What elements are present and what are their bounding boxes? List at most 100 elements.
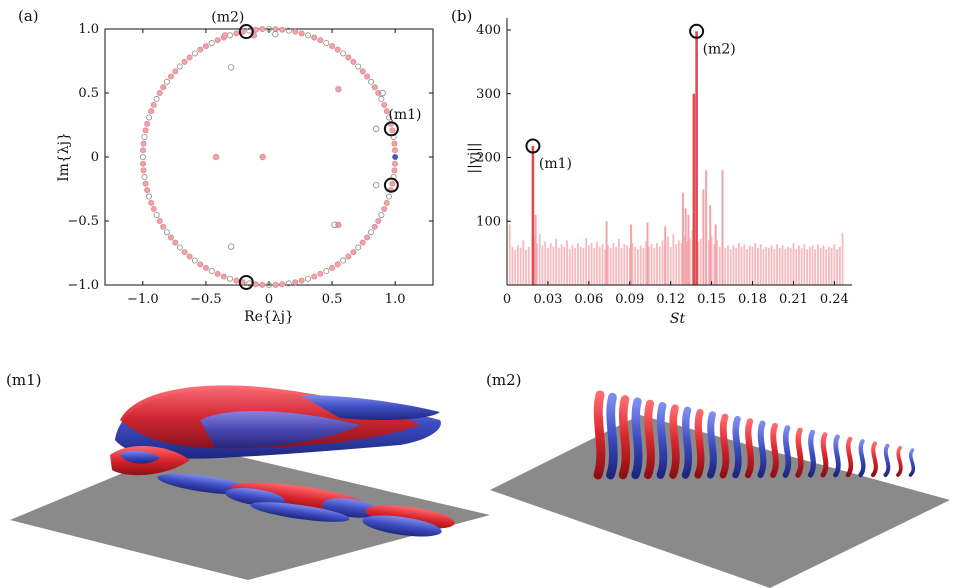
panel-label-b: (b) — [451, 7, 472, 25]
spectrum-bar — [522, 240, 525, 285]
eigenvalue-point — [272, 281, 279, 288]
spectrum-bar — [778, 248, 781, 285]
eigenvalue-point — [214, 270, 221, 277]
eigenvalue-point — [167, 73, 174, 80]
eigenvalue-point — [272, 26, 279, 33]
eigenvalue-point — [148, 108, 155, 115]
eigenvalue-point — [163, 78, 170, 85]
m2-ground-plane — [490, 415, 950, 588]
spectrum-bar — [714, 224, 717, 285]
m2-vortex-streak — [681, 406, 693, 479]
plot-b-bars: (m1) (m2) — [508, 23, 844, 286]
spectrum-bar — [784, 249, 787, 285]
eigenvalue-point — [140, 160, 147, 167]
eigenvalue-point — [140, 167, 147, 174]
spectrum-bar — [781, 245, 784, 285]
spectrum-bar — [577, 242, 579, 285]
m2-vortex-streak — [858, 439, 866, 478]
spectrum-bar — [647, 246, 650, 285]
eigenvalue-point — [202, 264, 209, 271]
spectrum-bar — [620, 248, 623, 285]
spectrum-bar — [538, 234, 541, 285]
spectrum-bar — [656, 242, 658, 285]
spectrum-bar — [536, 243, 538, 285]
eigenvalue-point — [252, 281, 259, 288]
spectrum-bar — [707, 240, 710, 285]
eigenvalue-point — [345, 54, 352, 61]
eigenvalue-point — [146, 193, 153, 200]
eigenvalue-point-open — [379, 89, 386, 97]
spectrum-bar — [623, 244, 626, 285]
eigenvalue-point — [334, 46, 341, 53]
eigenvalue-point — [259, 26, 266, 33]
spectrum-bar — [549, 242, 552, 285]
eigenvalue-point — [378, 95, 385, 102]
eigenvalue-point — [350, 58, 357, 65]
spectrum-bar — [519, 248, 522, 285]
spectrum-bar — [609, 248, 612, 285]
m2-vortex-streak — [719, 413, 730, 479]
mode-m2-isosurface-render — [490, 390, 950, 588]
eigenvalue-point — [355, 244, 362, 251]
spectrum-bar — [579, 246, 582, 285]
m2-vortex-streak — [833, 434, 841, 478]
spectrum-bar — [814, 249, 817, 285]
m2-vortex-streak — [870, 441, 878, 478]
eigenvalue-point — [285, 280, 292, 287]
eigenvalue-point-open — [272, 30, 279, 38]
spectrum-bar — [757, 248, 759, 285]
spectrum-bar — [525, 249, 527, 285]
eigenvalue-point — [329, 43, 336, 50]
spectrum-bar — [773, 249, 776, 285]
m2-vortex-streak — [606, 392, 618, 480]
eigenvalue-point — [176, 244, 183, 251]
spectrum-bar — [593, 248, 596, 285]
eigenvalue-point — [197, 261, 204, 268]
eigenvalue-point — [359, 68, 366, 75]
spectrum-bar — [612, 242, 615, 285]
spectrum-bar — [705, 170, 708, 285]
eigenvalue-point-open — [227, 64, 235, 71]
spectrum-bar — [721, 170, 724, 285]
eigenvalue-point — [383, 199, 390, 206]
eigenvalue-point — [259, 281, 266, 288]
a-ytick-label: 0.5 — [78, 86, 99, 101]
spectrum-bar — [571, 245, 574, 285]
eigenvalue-point — [298, 30, 305, 37]
spectrum-bar — [795, 249, 798, 285]
spectrum-bar — [517, 245, 519, 285]
spectrum-bar — [514, 249, 517, 285]
spectrum-bar — [765, 246, 768, 285]
spectrum-bar — [828, 246, 830, 285]
spectrum-bar — [566, 240, 568, 285]
spectrum-bar — [776, 244, 778, 285]
eigenvalue-point-blue — [392, 154, 398, 160]
spectrum-bar — [631, 242, 634, 285]
spectrum-bar — [808, 246, 811, 285]
m2-vortex-streak — [631, 397, 643, 480]
a-ytick-label: −0.5 — [67, 214, 99, 229]
m2-vortex-streak — [807, 429, 816, 478]
m2-vortex-streak — [908, 448, 916, 477]
spectrum-bar — [574, 248, 577, 285]
eigenvalue-point — [391, 140, 398, 147]
spectrum-bar — [806, 249, 808, 285]
eigenvalue-point — [375, 90, 382, 97]
eigenvalue-point — [334, 261, 341, 268]
spectrum-bar — [672, 234, 675, 285]
eigenvalue-point — [381, 101, 388, 108]
plot-a-ticks: −1.0 −0.5 0 0.5 1.0 −1.0 −0.5 0 0.5 1.0 — [67, 22, 433, 307]
eigenvalue-point — [340, 50, 347, 57]
highlighted-mode-marker — [383, 121, 399, 137]
eigenvalue-point — [156, 90, 163, 97]
eigenvalue-point — [208, 268, 215, 275]
a-ytick-label: −1.0 — [67, 278, 99, 293]
spectrum-bar — [555, 239, 558, 285]
spectrum-bar — [735, 248, 738, 285]
eigenvalue-point — [181, 58, 188, 65]
spectrum-bar — [691, 230, 694, 285]
m2-vortex-streak — [669, 404, 680, 479]
eigenvalue-point — [233, 30, 240, 37]
peak-label: (m1) — [539, 156, 572, 172]
